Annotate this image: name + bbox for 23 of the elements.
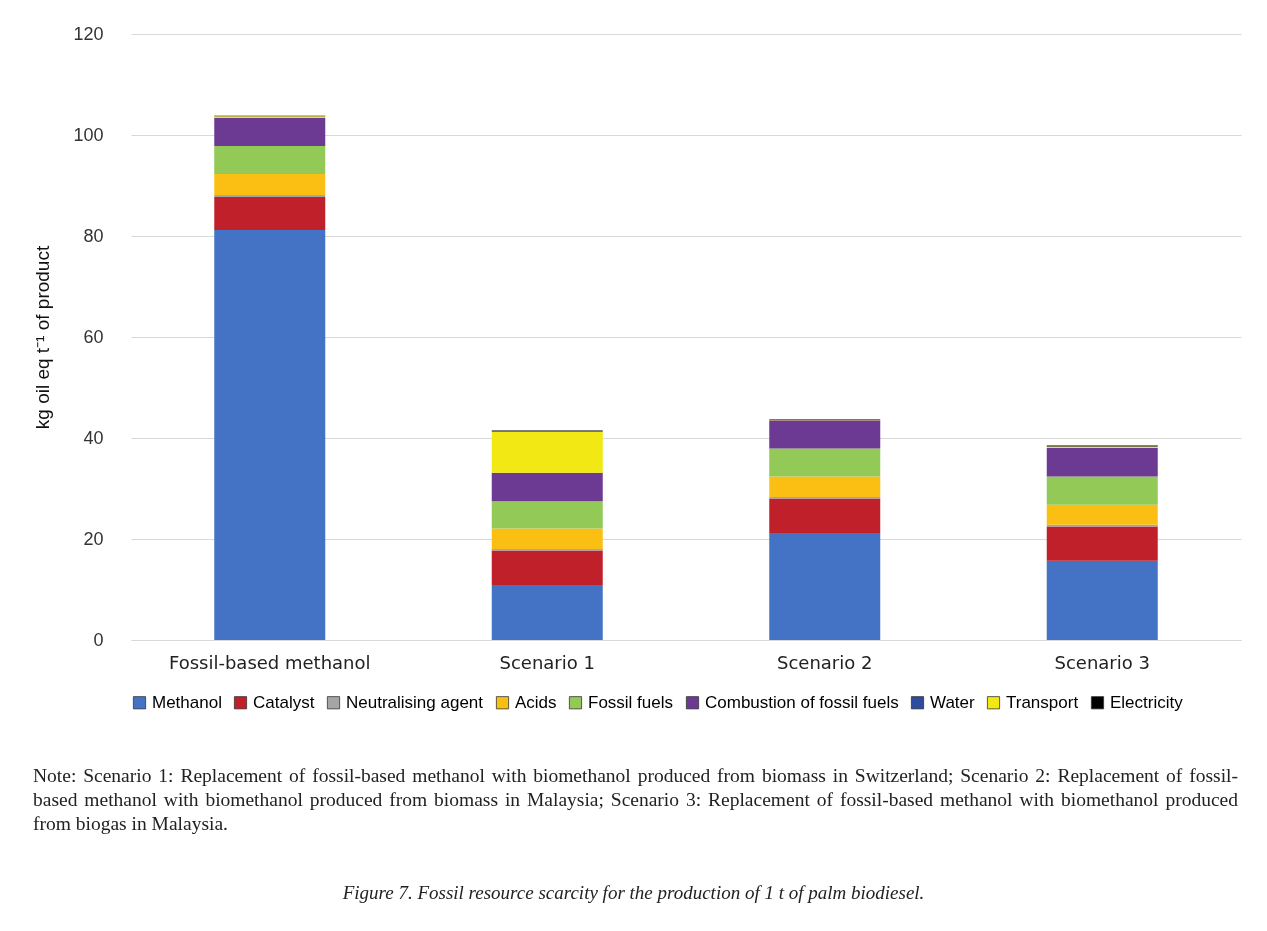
x-tick-label: Fossil-based methanol bbox=[168, 651, 371, 673]
legend-label: Combustion of fossil fuels bbox=[705, 692, 899, 712]
legend-label: Fossil fuels bbox=[588, 692, 674, 712]
x-tick-label: Scenario 2 bbox=[777, 651, 873, 673]
y-tick-label: 100 bbox=[73, 124, 104, 145]
legend-label: Acids bbox=[515, 692, 557, 712]
text: Note: Scenario 1: Replacement of fossil-based methanol with biomethanol produced from biomass in Switzerland; Scenario 2: Replacement of fossil-based methanol with biomethanol produced from biomass in Malaysia; Scenario 3: Replacement of fossil-based methanol with biomethanol produced from biogas in Malaysia. bbox=[33, 764, 1238, 836]
x-tick-label: Scenario 3 bbox=[1054, 651, 1150, 673]
caption: Figure 7. Fossil resource scarcity for the production of 1 t of palm biodiesel. bbox=[341, 882, 926, 904]
x-tick-label: Scenario 1 bbox=[499, 651, 595, 673]
y-tick-label: 20 bbox=[83, 528, 104, 549]
y-tick-label: 80 bbox=[83, 225, 104, 246]
y-tick-label: 120 bbox=[73, 23, 104, 44]
y-tick-label: 0 bbox=[93, 629, 104, 650]
y-tick-label: 60 bbox=[83, 326, 104, 347]
y-tick-label: 40 bbox=[83, 427, 104, 448]
legend-label: Electricity bbox=[1110, 692, 1184, 712]
legend-label: Catalyst bbox=[253, 692, 315, 712]
legend-label: Water bbox=[930, 692, 976, 712]
legend-label: Methanol bbox=[152, 692, 222, 712]
legend-label: Transport bbox=[1006, 692, 1079, 712]
legend-label: Neutralising agent bbox=[346, 692, 484, 712]
y-axis-title: kg oil eq t⁻¹ of product bbox=[32, 245, 54, 430]
